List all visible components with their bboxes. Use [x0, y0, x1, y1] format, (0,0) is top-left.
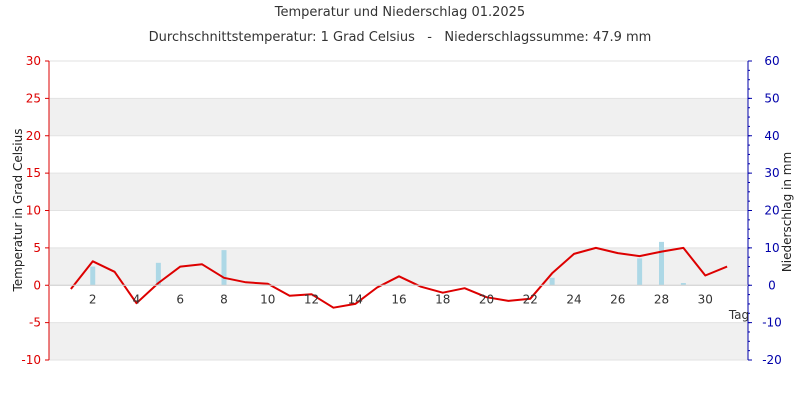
y-right-tick-label: -10 [762, 316, 782, 330]
y-right-tick-label: -20 [762, 353, 782, 367]
precipitation-bar [680, 283, 686, 286]
x-axis-label: Tag [728, 308, 749, 322]
x-tick-label: 30 [698, 292, 713, 306]
x-tick-label: 12 [304, 292, 319, 306]
x-tick-label: 28 [654, 292, 669, 306]
x-tick-label: 24 [566, 292, 581, 306]
precipitation-bar [221, 250, 227, 286]
y-left-tick-label: 5 [33, 241, 41, 255]
y-left-tick-label: 30 [26, 54, 41, 68]
precipitation-bar [90, 266, 96, 286]
x-tick-label: 18 [435, 292, 450, 306]
y-right-tick-label: 60 [764, 54, 779, 68]
y-axis-left-label: Temperatur in Grad Celsius [11, 128, 25, 292]
y-left-tick-label: 10 [26, 204, 41, 218]
temperature-series-line [70, 246, 728, 309]
background-band [49, 322, 748, 360]
x-tick-label: 22 [523, 292, 538, 306]
precipitation-bar [637, 258, 643, 286]
y-right-tick-label: 40 [764, 129, 779, 143]
y-right-tick-label: 50 [764, 91, 779, 105]
y-axis-right-label: Niederschlag in mm [780, 152, 794, 272]
chart-title: Temperatur und Niederschlag 01.2025 [274, 5, 525, 20]
x-tick-label: 8 [220, 292, 228, 306]
x-tick-label: 4 [133, 292, 141, 306]
background-band [49, 98, 748, 136]
x-tick-label: 20 [479, 292, 494, 306]
chart-subtitle: Durchschnittstemperatur: 1 Grad Celsius … [149, 30, 652, 45]
precipitation-bar [549, 277, 555, 286]
x-tick-label: 10 [260, 292, 275, 306]
background-band [49, 173, 748, 211]
x-tick-label: 26 [610, 292, 625, 306]
y-left-tick-label: 25 [26, 91, 41, 105]
temperature-line [70, 246, 728, 309]
y-right-tick-label: 10 [764, 241, 779, 255]
x-tick-label: 2 [89, 292, 97, 306]
precipitation-bars [90, 241, 686, 286]
y-left-tick-label: 15 [26, 166, 41, 180]
x-tick-label: 14 [348, 292, 363, 306]
y-left-tick-label: -10 [21, 353, 41, 367]
y-left-tick-label: 0 [33, 278, 41, 292]
y-left-tick-label: -5 [29, 316, 41, 330]
y-right-tick-label: 30 [764, 166, 779, 180]
y-left-tick-label: 20 [26, 129, 41, 143]
precipitation-bar [659, 241, 664, 286]
y-right-tick-label: 20 [764, 204, 779, 218]
y-right-tick-label: 0 [768, 278, 776, 292]
x-tick-label: 16 [391, 292, 406, 306]
precipitation-bar [155, 262, 161, 286]
background-band [49, 247, 748, 286]
background-bands [49, 98, 748, 360]
x-tick-label: 6 [176, 292, 184, 306]
